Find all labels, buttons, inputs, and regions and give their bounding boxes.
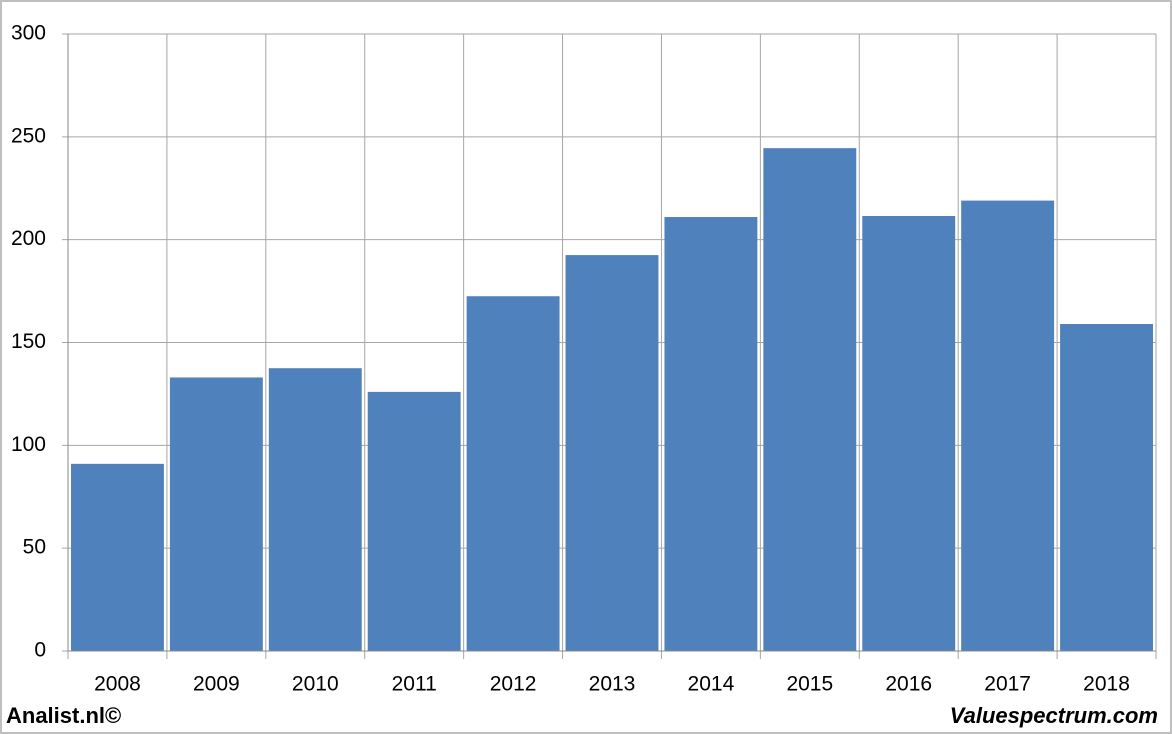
source-left: Analist.nl© xyxy=(6,703,121,728)
y-tick-label: 200 xyxy=(11,227,46,250)
x-tick-label: 2015 xyxy=(786,673,833,696)
y-tick-label: 0 xyxy=(34,639,46,662)
x-tick-label: 2012 xyxy=(490,673,537,696)
x-tick-label: 2016 xyxy=(885,673,932,696)
bar xyxy=(71,463,164,651)
x-tick-label: 2011 xyxy=(392,673,437,696)
bar xyxy=(565,255,659,651)
bar xyxy=(268,368,362,651)
x-tick-label: 2013 xyxy=(589,673,636,696)
source-right: Valuespectrum.com xyxy=(950,703,1158,728)
bar xyxy=(862,216,956,651)
x-tick-label: 2009 xyxy=(193,673,240,696)
bar xyxy=(664,217,758,651)
x-tick-label: 2018 xyxy=(1083,673,1130,696)
y-tick-label: 50 xyxy=(23,536,46,559)
y-tick-label: 150 xyxy=(11,330,46,353)
bar xyxy=(367,391,461,651)
bar xyxy=(1060,323,1153,651)
y-tick-label: 300 xyxy=(11,22,46,45)
bar xyxy=(466,296,560,651)
y-tick-label: 100 xyxy=(11,433,46,456)
x-tick-label: 2008 xyxy=(94,673,141,696)
x-tick-label: 2017 xyxy=(984,673,1031,696)
y-tick-label: 250 xyxy=(11,124,46,147)
bar xyxy=(169,377,263,651)
bar xyxy=(961,200,1055,651)
bar xyxy=(763,148,857,651)
x-tick-label: 2010 xyxy=(292,673,339,696)
x-tick-label: 2014 xyxy=(688,673,735,696)
